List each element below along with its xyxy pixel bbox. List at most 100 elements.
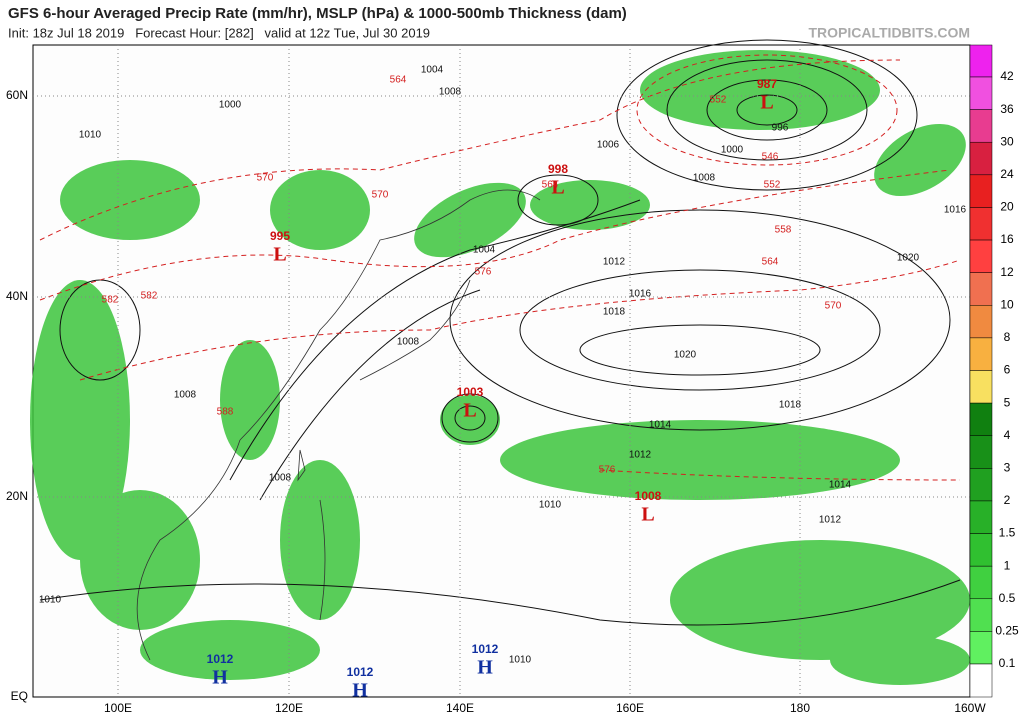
colorbar-segment bbox=[969, 598, 993, 632]
colorbar-segment bbox=[969, 402, 993, 436]
center-value: 1008 bbox=[635, 489, 662, 503]
center-value: 987 bbox=[757, 77, 777, 91]
isobar-label: 1010 bbox=[39, 595, 62, 606]
colorbar-label: 0.5 bbox=[999, 591, 1016, 605]
thickness bbox=[39, 54, 961, 481]
isobar-label: 1012 bbox=[603, 257, 626, 268]
isobar-label: 1006 bbox=[597, 140, 620, 151]
colorbar-label: 12 bbox=[1000, 265, 1014, 279]
thickness-label: 570 bbox=[825, 301, 842, 312]
isobar-label: 1008 bbox=[693, 173, 716, 184]
center-letter: L bbox=[760, 92, 773, 114]
colorbar-segment bbox=[969, 272, 993, 306]
colorbar-segment bbox=[969, 663, 993, 698]
colorbar-segment bbox=[969, 631, 993, 665]
thickness-label: 558 bbox=[775, 225, 792, 236]
colorbar-label: 5 bbox=[1004, 395, 1011, 409]
thickness-label: 564 bbox=[390, 75, 407, 86]
isobar-label: 1016 bbox=[629, 289, 652, 300]
isobar-label: 1010 bbox=[79, 130, 102, 141]
thickness-label: 552 bbox=[710, 95, 727, 106]
lon-label: 140E bbox=[446, 701, 474, 715]
lat-label: 40N bbox=[6, 289, 28, 303]
lon-label: 100E bbox=[104, 701, 132, 715]
center-letter: H bbox=[477, 657, 493, 679]
colorbar-segment bbox=[969, 109, 993, 143]
center-letter: H bbox=[352, 680, 368, 702]
isobar-label: 1014 bbox=[829, 480, 852, 491]
title: GFS 6-hour Averaged Precip Rate (mm/hr),… bbox=[8, 5, 627, 22]
isobar-label: 1020 bbox=[674, 350, 697, 361]
colorbar-segment bbox=[969, 533, 993, 567]
colorbar-label: 8 bbox=[1004, 330, 1011, 344]
colorbar-segment bbox=[969, 141, 993, 176]
center-value: 995 bbox=[270, 229, 290, 243]
colorbar-label: 36 bbox=[1000, 102, 1014, 116]
lon-label: 180 bbox=[790, 701, 810, 715]
isobar-label: 1008 bbox=[439, 87, 462, 98]
precip bbox=[30, 50, 970, 685]
thickness-label: 564 bbox=[762, 257, 779, 268]
thickness-label: 564 bbox=[542, 180, 559, 191]
colorbar-segment bbox=[969, 435, 993, 469]
thickness-label: 588 bbox=[217, 407, 234, 418]
lat-label: 60N bbox=[6, 88, 28, 102]
thickness-label: 546 bbox=[762, 152, 779, 163]
center-value: 1012 bbox=[472, 642, 499, 656]
center-letter: L bbox=[273, 244, 286, 266]
isobar-label: 1000 bbox=[219, 100, 242, 111]
colorbar-segment bbox=[969, 239, 993, 273]
lat-label: EQ bbox=[11, 689, 28, 703]
colorbar-label: 24 bbox=[1000, 167, 1014, 181]
thickness-label: 576 bbox=[475, 267, 492, 278]
watermark: TROPICALTIDBITS.COM bbox=[808, 25, 970, 41]
colorbar-label: 2 bbox=[1004, 493, 1011, 507]
lon-label: 120E bbox=[275, 701, 303, 715]
isobar-label: 1010 bbox=[509, 655, 532, 666]
center-value: 1012 bbox=[347, 665, 374, 679]
isobar-label: 1012 bbox=[819, 515, 842, 526]
isobar-label: 1016 bbox=[944, 205, 967, 216]
colorbar-label: 42 bbox=[1000, 69, 1014, 83]
center-value: 1003 bbox=[457, 385, 484, 399]
isobar-label: 1018 bbox=[779, 400, 802, 411]
center-letter: L bbox=[463, 400, 476, 422]
colorbar-segment bbox=[969, 44, 993, 78]
colorbar-label: 3 bbox=[1004, 461, 1011, 475]
center-value: 1012 bbox=[207, 652, 234, 666]
lon-label: 160E bbox=[616, 701, 644, 715]
colorbar-segment bbox=[969, 337, 993, 371]
colorbar-segment bbox=[969, 565, 993, 600]
isobar-label: 1014 bbox=[649, 420, 672, 431]
colorbar-segment bbox=[969, 174, 993, 208]
coastlines bbox=[136, 189, 541, 661]
colorbar-label: 0.1 bbox=[999, 656, 1016, 670]
isobar-label: 996 bbox=[772, 123, 789, 134]
isobar-label: 1004 bbox=[473, 245, 496, 256]
colorbar-label: 1 bbox=[1004, 558, 1011, 572]
thickness-label: 576 bbox=[599, 465, 616, 476]
colorbar-label: 1.5 bbox=[999, 526, 1016, 540]
isobar-label: 1000 bbox=[721, 145, 744, 156]
colorbar-segment bbox=[969, 500, 993, 534]
lon-label: 160W bbox=[954, 701, 986, 715]
isobar-label: 1008 bbox=[269, 473, 292, 484]
center-value: 998 bbox=[548, 162, 568, 176]
isobar-label: 1010 bbox=[539, 500, 562, 511]
colorbar-segment bbox=[969, 305, 993, 339]
isobar-label: 1008 bbox=[397, 337, 420, 348]
thickness-label: 582 bbox=[141, 291, 158, 302]
thickness-label: 552 bbox=[764, 180, 781, 191]
lat-label: 20N bbox=[6, 489, 28, 503]
colorbar-segment bbox=[969, 76, 993, 110]
center-letter: H bbox=[212, 667, 228, 689]
isobar-label: 1008 bbox=[174, 390, 197, 401]
isobar-label: 1012 bbox=[629, 450, 652, 461]
colorbar-segment bbox=[969, 207, 993, 241]
thickness-label: 570 bbox=[372, 190, 389, 201]
thickness-label: 582 bbox=[102, 295, 119, 306]
subtitle: Init: 18z Jul 18 2019 Forecast Hour: [28… bbox=[8, 25, 430, 40]
isobar-label: 1004 bbox=[421, 65, 444, 76]
